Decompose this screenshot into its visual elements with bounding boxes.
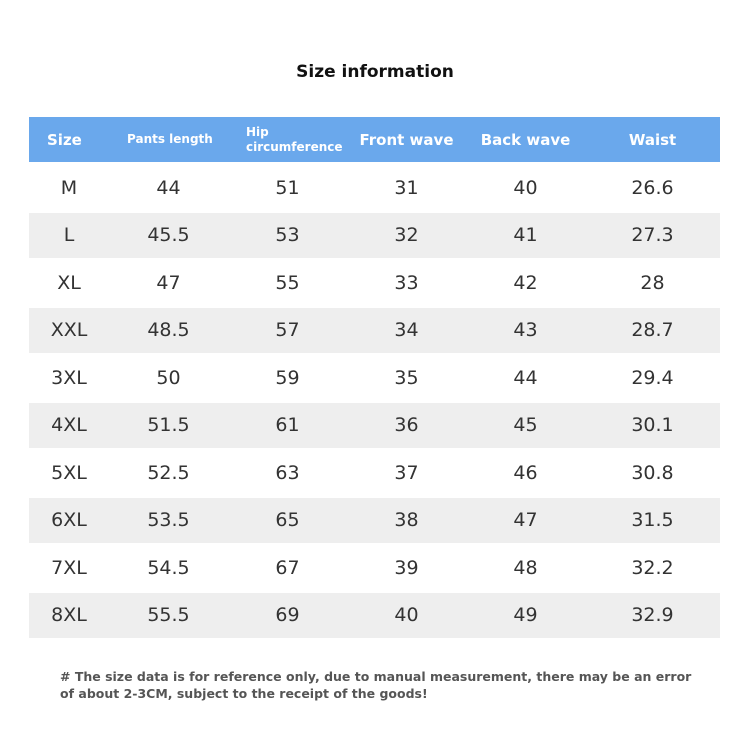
table-cell: 31 bbox=[394, 176, 419, 199]
table-cell: 59 bbox=[275, 366, 300, 389]
table-cell: 50 bbox=[156, 366, 181, 389]
table-cell: 47 bbox=[156, 271, 181, 294]
title: Size information bbox=[296, 62, 454, 82]
table-cell: 28.7 bbox=[631, 319, 674, 341]
table-cell: 37 bbox=[394, 461, 419, 484]
header-cell: Size bbox=[47, 130, 82, 149]
table-cell: 30.1 bbox=[631, 414, 674, 436]
table-cell: 61 bbox=[275, 414, 300, 436]
table-row: L 45.5 53 32 41 27.3 bbox=[29, 212, 720, 258]
table-cell: 45 bbox=[513, 414, 538, 436]
header-cell: Front wave bbox=[359, 130, 454, 149]
table-cell: 49 bbox=[513, 604, 538, 626]
table-cell: 63 bbox=[275, 461, 300, 484]
table-cell: 39 bbox=[394, 556, 419, 579]
table-cell: XXL bbox=[50, 319, 88, 341]
table-cell: 40 bbox=[394, 604, 419, 626]
table-cell: M bbox=[60, 176, 78, 199]
header-cell: Hip circumference bbox=[246, 124, 343, 154]
table-cell: 34 bbox=[394, 319, 419, 341]
table-cell: 8XL bbox=[51, 604, 87, 626]
header-cell: Back wave bbox=[480, 130, 571, 149]
table-cell: 28 bbox=[640, 271, 665, 294]
table-cell: 31.5 bbox=[631, 509, 674, 531]
table-cell: 36 bbox=[394, 414, 419, 436]
table-cell: 27.3 bbox=[631, 224, 674, 246]
table-cell: 47 bbox=[513, 509, 538, 531]
table-row: 8XL 55.5 69 40 49 32.9 bbox=[29, 592, 720, 638]
table-row: 5XL 52.5 63 37 46 30.8 bbox=[29, 450, 720, 495]
table-row: 7XL 54.5 67 39 48 32.2 bbox=[29, 545, 720, 590]
table-cell: 32.9 bbox=[631, 604, 674, 626]
table-cell: 29.4 bbox=[631, 366, 674, 389]
table-cell: 44 bbox=[156, 176, 181, 199]
table-cell: 53 bbox=[275, 224, 300, 246]
table-cell: 4XL bbox=[51, 414, 87, 436]
table-cell: 26.6 bbox=[631, 176, 674, 199]
table-cell: 33 bbox=[394, 271, 419, 294]
header-cell: Pants length bbox=[127, 132, 213, 146]
table-row: XXL 48.5 57 34 43 28.7 bbox=[29, 307, 720, 353]
table-cell: 30.8 bbox=[631, 461, 674, 484]
table-cell: 55.5 bbox=[147, 604, 190, 626]
table-cell: 38 bbox=[394, 509, 419, 531]
table-row: 3XL 50 59 35 44 29.4 bbox=[29, 355, 720, 400]
table-cell: 67 bbox=[275, 556, 300, 579]
table-cell: XL bbox=[57, 271, 81, 294]
table-cell: 45.5 bbox=[147, 224, 190, 246]
table-cell: 51 bbox=[275, 176, 300, 199]
table-cell: 48.5 bbox=[147, 319, 190, 341]
table-cell: 69 bbox=[275, 604, 300, 626]
table-cell: 54.5 bbox=[147, 556, 190, 579]
table-cell: 6XL bbox=[51, 509, 87, 531]
table-cell: 3XL bbox=[51, 366, 87, 389]
table-cell: 41 bbox=[513, 224, 538, 246]
footnote: # The size data is for reference only, d… bbox=[60, 669, 692, 701]
table-cell: 53.5 bbox=[147, 509, 190, 531]
table-cell: 42 bbox=[513, 271, 538, 294]
table-cell: 35 bbox=[394, 366, 419, 389]
table-cell: 7XL bbox=[51, 556, 87, 579]
table-cell: 51.5 bbox=[147, 414, 190, 436]
table-row: 4XL 51.5 61 36 45 30.1 bbox=[29, 402, 720, 448]
table-cell: L bbox=[63, 224, 75, 246]
table-cell: 57 bbox=[275, 319, 300, 341]
table-cell: 52.5 bbox=[147, 461, 190, 484]
table-cell: 5XL bbox=[51, 461, 87, 484]
table-cell: 32.2 bbox=[631, 556, 674, 579]
header-row: Size Pants length Hip circumference Front w… bbox=[29, 117, 720, 162]
table-cell: 46 bbox=[513, 461, 538, 484]
table-cell: 55 bbox=[275, 271, 300, 294]
table-cell: 48 bbox=[513, 556, 538, 579]
table-cell: 44 bbox=[513, 366, 538, 389]
table-cell: 40 bbox=[513, 176, 538, 199]
table-cell: 43 bbox=[513, 319, 538, 341]
size-table: Size Pants length Hip circumference Front w… bbox=[29, 117, 720, 640]
table-row: 6XL 53.5 65 38 47 31.5 bbox=[29, 497, 720, 543]
table-cell: 32 bbox=[394, 224, 419, 246]
table-row: M 44 51 31 40 26.6 bbox=[29, 165, 720, 210]
table-row: XL 47 55 33 42 28 bbox=[29, 260, 720, 305]
header-cell: Waist bbox=[628, 130, 677, 149]
table-cell: 65 bbox=[275, 509, 300, 531]
